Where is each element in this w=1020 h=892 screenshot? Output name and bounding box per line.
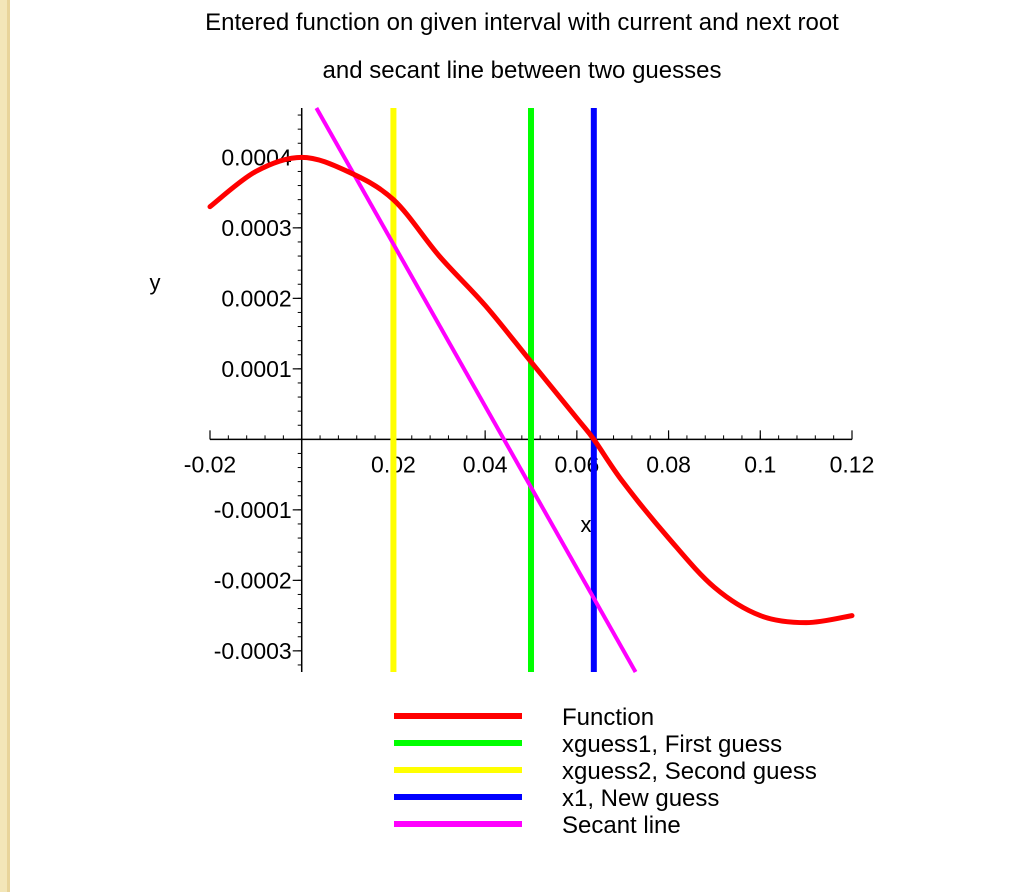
- y-tick-label: 0.0004: [221, 144, 292, 170]
- series-secant-line: [314, 107, 638, 673]
- legend-label-secant-line: Secant line: [562, 812, 681, 839]
- y-tick-label: 0.0001: [221, 356, 291, 382]
- y-tick-label: -0.0003: [214, 638, 292, 664]
- chart-title: Entered function on given interval with …: [205, 9, 839, 84]
- plot-area: [207, 107, 855, 673]
- y-axis-label: y: [150, 270, 161, 295]
- plot-frame: Entered function on given interval with …: [10, 0, 1020, 892]
- y-tick-label: -0.0001: [214, 497, 292, 523]
- title-line: and secant line between two guesses: [323, 57, 722, 84]
- chart: Entered function on given interval with …: [150, 9, 875, 839]
- y-tick-label: 0.0002: [221, 285, 291, 311]
- legend-label-xguess1-first-guess: xguess1, First guess: [562, 731, 782, 758]
- x-tick-label: 0.04: [463, 451, 508, 477]
- series-function: [207, 154, 855, 626]
- x-tick-label: 0.08: [646, 451, 691, 477]
- x-tick-label: -0.02: [184, 451, 236, 477]
- legend-label-function: Function: [562, 704, 654, 731]
- legend-label-xguess2-second-guess: xguess2, Second guess: [562, 758, 817, 785]
- title-line: Entered function on given interval with …: [205, 9, 839, 36]
- axes: -0.020.020.040.060.080.10.120.00040.0003…: [150, 108, 875, 672]
- y-tick-label: -0.0002: [214, 567, 292, 593]
- x-tick-label: 0.12: [830, 451, 875, 477]
- legend-label-x1-new-guess: x1, New guess: [562, 785, 719, 812]
- y-tick-label: 0.0003: [221, 215, 291, 241]
- x-tick-label: 0.1: [744, 451, 776, 477]
- x-axis-label: x: [581, 512, 592, 537]
